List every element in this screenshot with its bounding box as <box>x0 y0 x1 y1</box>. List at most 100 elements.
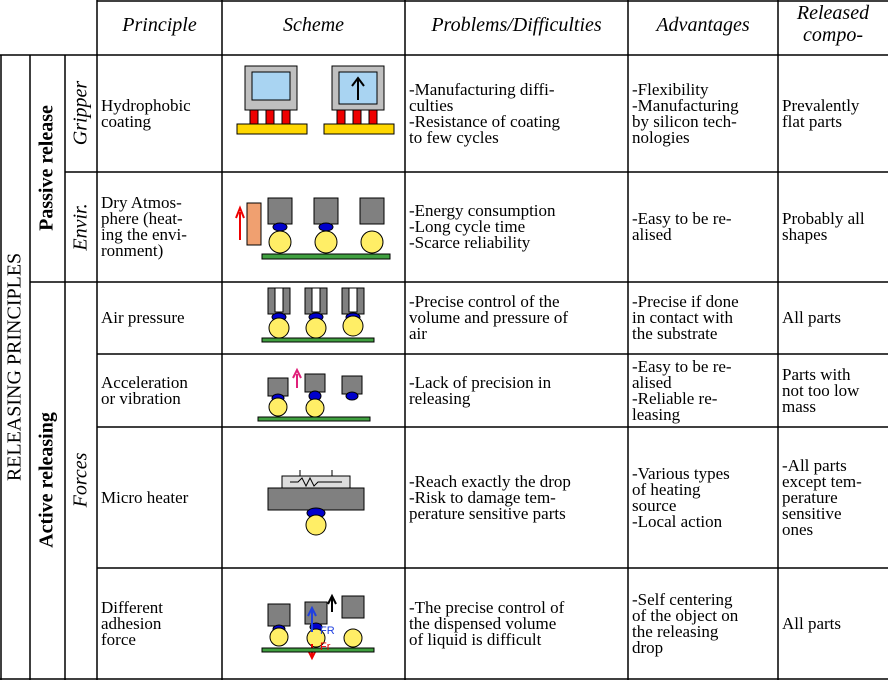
cell-line: phere (heat- <box>101 209 183 228</box>
cell-line: ronment) <box>101 241 164 260</box>
cell-line: -All parts <box>782 455 847 475</box>
cell-line: in contact with <box>632 308 734 327</box>
column-header: Advantages <box>628 14 778 36</box>
cell-line: of liquid is difficult <box>409 630 542 649</box>
cell-line: -Manufacturing diffi- <box>409 79 555 99</box>
cell-principle: Micro heater <box>97 427 222 568</box>
cell-line: mass <box>782 396 816 416</box>
cell-problems: -Reach exactly the drop -Risk to damage t… <box>405 427 628 568</box>
cell-advantages: -Easy to be re-alised -Reliable re-leasin… <box>628 354 778 427</box>
cell-released: -All parts except tem-perature sensitive on… <box>778 427 888 568</box>
cell-line: Acceleration <box>101 372 188 392</box>
cell-line: Parts with <box>782 364 851 384</box>
cell-line: nologies <box>632 127 690 147</box>
cell-line: of heating <box>632 479 701 499</box>
cell-line: -Reliable re- <box>632 388 718 408</box>
cell-line: source <box>632 495 677 515</box>
column-header: Released compo- <box>778 2 888 46</box>
cell-line: -Precise control of the <box>409 292 560 311</box>
cell-line: Dry Atmos- <box>101 193 182 212</box>
cell-line: -Energy consumption <box>409 201 556 220</box>
cell-released: All parts <box>778 282 888 354</box>
cell-advantages: -Precise if done in contact with the subst… <box>628 282 778 354</box>
cell-principle: Dry Atmos-phere (heat-ing the envi-ronme… <box>97 172 222 282</box>
cell-line: not too low <box>782 380 860 400</box>
header-line: compo- <box>803 24 863 46</box>
cell-principle: Acceleration or vibration <box>97 354 222 427</box>
cell-line: Different <box>101 598 163 617</box>
cell-line: air <box>409 324 427 343</box>
cell-line: coating <box>101 111 152 131</box>
cell-line: except tem- <box>782 471 862 491</box>
group-label: Active releasing <box>35 412 58 548</box>
scheme-label: Fr <box>320 641 331 653</box>
cell-line: -Precise if done <box>632 292 739 311</box>
subgroup-label: Forces <box>69 452 92 508</box>
header-line: Released <box>796 2 870 24</box>
cell-line: culties <box>409 95 454 115</box>
cell-line: of the object on <box>632 606 739 625</box>
cell-principle: Air pressure <box>97 282 222 354</box>
cell-line: All parts <box>782 308 842 327</box>
cell-line: drop <box>632 638 664 657</box>
subgroup-label: Gripper <box>69 80 92 146</box>
column-header: Scheme <box>222 14 405 36</box>
cell-line: -Various types <box>632 463 730 483</box>
column-header: Principle <box>97 14 222 36</box>
cell-advantages: -Easy to be re-alised <box>628 172 778 282</box>
cell-line: volume and pressure of <box>409 308 569 327</box>
cell-line: -Long cycle time <box>409 217 526 236</box>
cell-line: -Flexibility <box>632 79 709 99</box>
cell-line: shapes <box>782 225 828 244</box>
group-label: Passive release <box>35 105 58 231</box>
cell-problems: -Lack of precision in releasing <box>405 354 628 427</box>
cell-line: -Resistance of coating <box>409 111 561 131</box>
cell-line: -Local action <box>632 511 723 531</box>
cell-line: perature sensitive parts <box>409 503 566 523</box>
cell-advantages: -Various types of heating source -Local act… <box>628 427 778 568</box>
cell-principle: Different adhesion force <box>97 568 222 680</box>
header-line: Advantages <box>656 14 750 36</box>
cell-line: ing the envi- <box>101 225 187 244</box>
cell-line: Micro heater <box>101 487 189 507</box>
cell-line: the substrate <box>632 324 718 343</box>
cell-problems: -Energy consumption -Long cycle time -Scar… <box>405 172 628 282</box>
cell-line: releasing <box>409 388 471 408</box>
cell-problems: -Precise control of the volume and pressu… <box>405 282 628 354</box>
cell-line: -Easy to be re- <box>632 356 732 376</box>
scheme-label: FR <box>320 625 335 637</box>
cell-line: sensitive <box>782 503 842 523</box>
cell-line: by silicon tech- <box>632 111 737 131</box>
cell-line: alised <box>632 225 672 244</box>
cell-line: -Self centering <box>632 590 733 609</box>
cell-released: All parts <box>778 568 888 680</box>
column-header: Problems/Difficulties <box>405 14 628 36</box>
cell-released: Parts with not too low mass <box>778 354 888 427</box>
cell-line: -Risk to damage tem- <box>409 487 556 507</box>
cell-line: the dispensed volume <box>409 614 557 633</box>
cell-line: flat parts <box>782 111 842 131</box>
cell-line: -Lack of precision in <box>409 372 552 392</box>
cell-problems: -Manufacturing diffi-culties -Resistance … <box>405 55 628 172</box>
header-line: Scheme <box>282 14 345 36</box>
cell-line: force <box>101 630 136 649</box>
cell-released: Probably all shapes <box>778 172 888 282</box>
cell-line: -Easy to be re- <box>632 209 732 228</box>
cell-line: Probably all <box>782 209 865 228</box>
cell-line: -Manufacturing <box>632 95 739 115</box>
cell-line: -The precise control of <box>409 598 565 617</box>
cell-line: to few cycles <box>409 127 499 147</box>
subgroup-label: Envir. <box>69 203 92 251</box>
cell-line: -Scarce reliability <box>409 233 531 252</box>
cell-line: adhesion <box>101 614 162 633</box>
cell-principle: Hydrophobic coating <box>97 55 222 172</box>
cell-advantages: -Self centering of the object on the relea… <box>628 568 778 680</box>
header-line: Principle <box>122 14 197 36</box>
header-line: Problems/Difficulties <box>431 14 602 36</box>
cell-line: leasing <box>632 404 681 424</box>
cell-problems: -The precise control of the dispensed vol… <box>405 568 628 680</box>
side-title: RELEASING PRINCIPLES <box>3 252 26 482</box>
cell-line: the releasing <box>632 622 719 641</box>
